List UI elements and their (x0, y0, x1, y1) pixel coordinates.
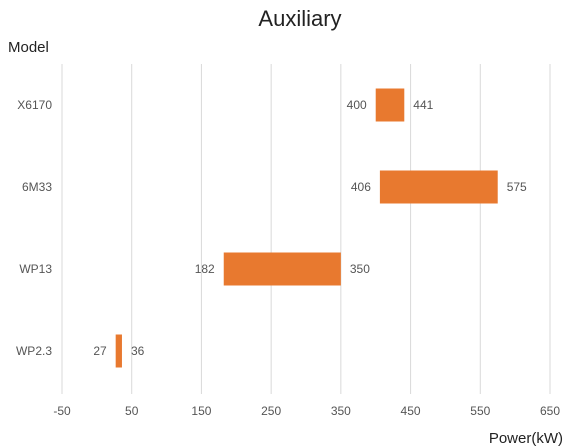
y-axis-title: Model (8, 39, 49, 56)
x-tick-label: 450 (401, 404, 421, 418)
bar (115, 334, 122, 368)
bar-end-label: 36 (131, 344, 145, 358)
x-tick-label: -50 (53, 404, 71, 418)
y-category-label: WP13 (19, 262, 52, 276)
x-tick-label: 150 (191, 404, 211, 418)
bar-end-label: 575 (507, 180, 527, 194)
grid-lines (61, 64, 551, 394)
y-category-label: X6170 (17, 98, 52, 112)
bar (375, 88, 405, 122)
bar-start-label: 27 (93, 344, 107, 358)
x-tick-label: 50 (125, 404, 139, 418)
x-tick-label: 650 (540, 404, 560, 418)
bar-start-label: 182 (195, 262, 215, 276)
bar-start-label: 406 (351, 180, 371, 194)
bar-start-label: 400 (347, 98, 367, 112)
x-axis-ticks: -50 50 150 250 350 450 550 650 (53, 404, 560, 418)
y-category-label: WP2.3 (16, 344, 52, 358)
y-axis-categories: X6170 6M33 WP13 WP2.3 (16, 98, 52, 358)
x-tick-label: 250 (261, 404, 281, 418)
chart-title: Auxiliary (258, 6, 341, 31)
data-labels: 400 441 406 575 182 350 27 36 (93, 98, 527, 358)
x-axis-title: Power(kW) (489, 430, 563, 447)
x-tick-label: 550 (470, 404, 490, 418)
bar-end-label: 350 (350, 262, 370, 276)
bar (223, 252, 341, 286)
x-tick-label: 350 (331, 404, 351, 418)
bars (115, 88, 498, 368)
bar (379, 170, 498, 204)
y-category-label: 6M33 (22, 180, 52, 194)
bar-end-label: 441 (413, 98, 433, 112)
